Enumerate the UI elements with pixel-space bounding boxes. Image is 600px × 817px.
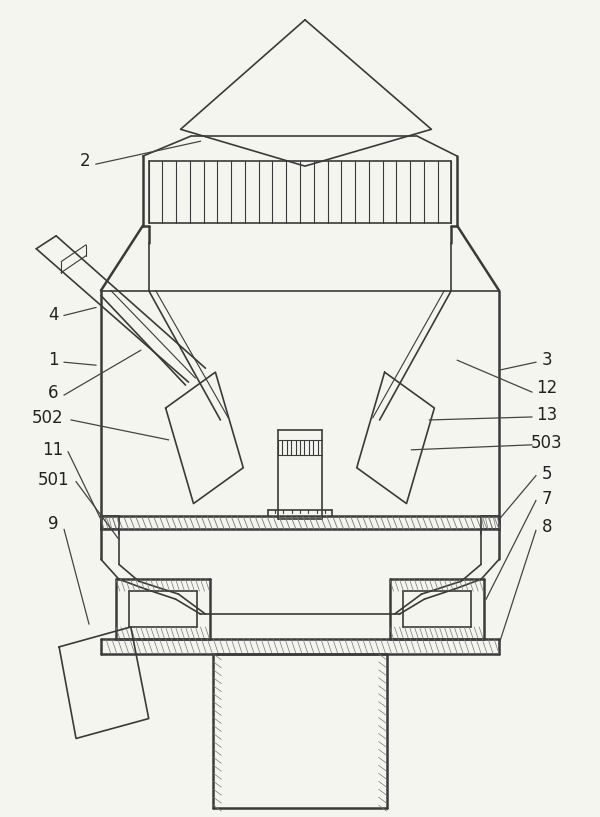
Text: 13: 13 (536, 406, 557, 424)
Text: 4: 4 (48, 306, 58, 324)
Text: 5: 5 (542, 465, 552, 483)
Text: 9: 9 (48, 516, 58, 534)
Text: 12: 12 (536, 379, 557, 397)
Text: 2: 2 (80, 152, 91, 170)
Text: 501: 501 (37, 471, 69, 489)
Text: 8: 8 (542, 519, 552, 537)
Text: 6: 6 (48, 384, 58, 402)
Text: 503: 503 (531, 434, 563, 452)
Text: 3: 3 (542, 351, 552, 369)
Text: 7: 7 (542, 489, 552, 507)
Text: 11: 11 (43, 441, 64, 459)
Text: 1: 1 (48, 351, 58, 369)
Text: 502: 502 (31, 409, 63, 427)
